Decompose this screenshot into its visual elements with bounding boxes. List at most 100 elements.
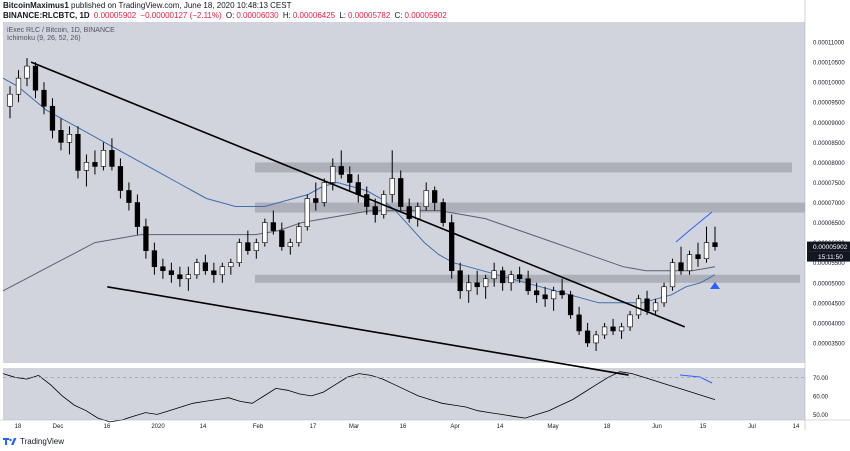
time-tick-label: May xyxy=(547,424,558,430)
time-tick-label: 16 xyxy=(400,424,407,430)
publisher-name[interactable]: BitcoinMaximus1 xyxy=(3,1,69,10)
time-tick-label: 14 xyxy=(497,424,504,430)
candle xyxy=(559,290,565,296)
time-tick-label: Dec xyxy=(53,424,64,430)
candle xyxy=(601,326,608,336)
resistance-zone xyxy=(255,202,805,213)
candle xyxy=(194,262,200,276)
main-pane-bg xyxy=(3,22,805,363)
candle xyxy=(423,190,429,207)
price-tick-label: 0.00004000 xyxy=(813,321,845,327)
candle xyxy=(567,294,574,316)
time-tick-label: 18 xyxy=(15,424,22,430)
open-label: O: xyxy=(225,11,235,20)
close-label: C: xyxy=(394,11,403,20)
time-tick-label: 14 xyxy=(793,424,800,430)
candle xyxy=(270,222,276,231)
candle xyxy=(83,162,90,171)
price-tick-label: 0.00010000 xyxy=(813,81,845,87)
oscillator-tick-label: 70.00 xyxy=(813,376,829,382)
countdown-badge xyxy=(807,251,850,262)
candle xyxy=(449,222,455,272)
candle xyxy=(483,278,489,288)
time-tick-label: 14 xyxy=(200,424,207,430)
low-value: 0.00005782 xyxy=(348,11,391,20)
candle xyxy=(321,182,327,203)
candle xyxy=(712,242,718,247)
oscillator-pane-bg xyxy=(3,368,805,420)
price-tick-label: 0.00006500 xyxy=(813,221,845,227)
high-label: H: xyxy=(282,11,291,20)
candle xyxy=(576,314,582,332)
candle xyxy=(669,262,676,288)
candle xyxy=(508,274,514,284)
descending-support-trendline[interactable] xyxy=(107,285,629,376)
price-tick-label: 0.00007500 xyxy=(813,181,845,187)
candle xyxy=(219,266,225,276)
candle xyxy=(415,206,421,219)
time-tick-label: 15 xyxy=(700,424,707,430)
candle xyxy=(228,262,234,268)
oscillator-tick-label: 50.00 xyxy=(813,413,829,419)
price-tick-label: 0.00007000 xyxy=(813,201,845,207)
candle xyxy=(287,242,293,247)
last-price-badge-text: 0.00005902 xyxy=(813,244,848,251)
candle xyxy=(610,326,616,332)
candle xyxy=(279,230,285,247)
candle xyxy=(661,286,667,304)
countdown-badge-text: 15:11:50 xyxy=(818,254,843,261)
price-tick-label: 0.00003500 xyxy=(813,341,845,347)
candle xyxy=(550,290,557,300)
candle xyxy=(168,270,175,276)
candle xyxy=(389,178,395,195)
low-label: L: xyxy=(339,11,347,20)
oscillator-tick-label: 60.00 xyxy=(813,394,829,400)
candle xyxy=(126,190,132,203)
candle xyxy=(517,274,523,280)
candle xyxy=(32,65,39,91)
candle xyxy=(644,298,650,312)
time-tick-label: Apr xyxy=(450,424,459,430)
candle xyxy=(652,302,659,312)
candle xyxy=(627,314,633,328)
price-tick-label: 0.00009500 xyxy=(813,101,845,107)
candle xyxy=(542,294,548,300)
candle xyxy=(593,334,599,344)
candle xyxy=(466,282,472,292)
published-text: published on TradingView.com, June 18, 2… xyxy=(71,1,292,10)
candle xyxy=(355,182,361,195)
descending-resistance-trendline[interactable] xyxy=(30,61,686,328)
publish-line: BitcoinMaximus1 published on TradingView… xyxy=(3,1,291,10)
candle xyxy=(695,254,701,259)
candle xyxy=(296,226,302,243)
candle xyxy=(330,166,336,183)
last-price-badge xyxy=(807,241,850,252)
candle xyxy=(364,194,370,207)
candle xyxy=(177,274,183,280)
tradingview-footer[interactable]: TradingView xyxy=(3,437,64,446)
candle xyxy=(678,262,684,272)
candle xyxy=(304,198,310,227)
candle xyxy=(347,174,353,183)
candle xyxy=(41,89,47,107)
open-value: 0.00006030 xyxy=(236,11,279,20)
candle xyxy=(372,206,378,215)
candle xyxy=(58,130,64,143)
candle xyxy=(211,270,217,276)
candle xyxy=(338,166,344,175)
tradingview-logo-icon xyxy=(3,438,17,446)
candle xyxy=(313,198,319,203)
candle xyxy=(245,242,251,251)
candle xyxy=(143,226,149,251)
candle xyxy=(406,206,412,219)
projection-line[interactable] xyxy=(675,211,713,243)
candle xyxy=(491,270,497,280)
candle xyxy=(100,150,107,167)
candle xyxy=(202,262,208,272)
candle xyxy=(474,282,480,288)
candle xyxy=(66,134,73,143)
candle xyxy=(92,162,98,167)
candle xyxy=(24,65,30,79)
